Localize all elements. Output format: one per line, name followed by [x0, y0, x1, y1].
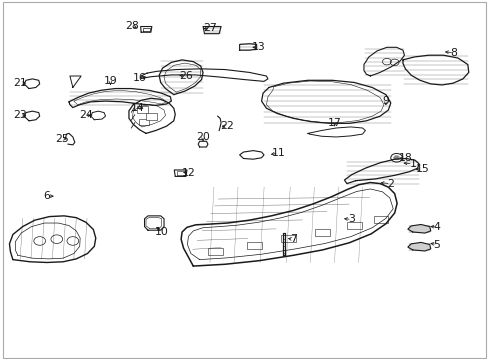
Text: 2: 2 [386, 179, 393, 189]
Text: 18: 18 [398, 153, 411, 163]
Text: 24: 24 [79, 111, 93, 121]
Circle shape [393, 156, 399, 160]
Text: 12: 12 [181, 168, 195, 178]
Text: 14: 14 [130, 103, 144, 113]
Text: 10: 10 [154, 227, 168, 237]
Text: 7: 7 [289, 234, 296, 244]
Text: 6: 6 [43, 191, 50, 201]
Text: 13: 13 [252, 42, 265, 52]
Text: 28: 28 [125, 21, 139, 31]
Text: 11: 11 [271, 148, 285, 158]
Bar [137, 106, 148, 113]
Bar [146, 113, 157, 120]
Text: 22: 22 [220, 121, 234, 131]
Text: 3: 3 [347, 215, 354, 224]
Bar [139, 119, 149, 125]
Text: 15: 15 [415, 164, 428, 174]
Bar [281, 235, 295, 242]
Text: 5: 5 [433, 239, 440, 249]
Text: 27: 27 [203, 23, 217, 33]
Text: 16: 16 [133, 73, 146, 83]
Text: 9: 9 [382, 96, 388, 106]
Text: 23: 23 [13, 111, 27, 121]
Text: 4: 4 [433, 222, 440, 231]
Bar [207, 248, 222, 255]
Text: 26: 26 [179, 71, 192, 81]
Bar [346, 222, 361, 229]
Text: 20: 20 [196, 132, 209, 142]
Bar [246, 242, 261, 249]
Text: 1: 1 [408, 159, 415, 169]
Text: 19: 19 [103, 76, 117, 86]
Text: 17: 17 [327, 118, 341, 128]
Text: 21: 21 [13, 78, 27, 88]
Bar [315, 229, 329, 236]
Text: 25: 25 [55, 134, 68, 144]
Bar [373, 216, 387, 223]
Text: 8: 8 [450, 48, 457, 58]
